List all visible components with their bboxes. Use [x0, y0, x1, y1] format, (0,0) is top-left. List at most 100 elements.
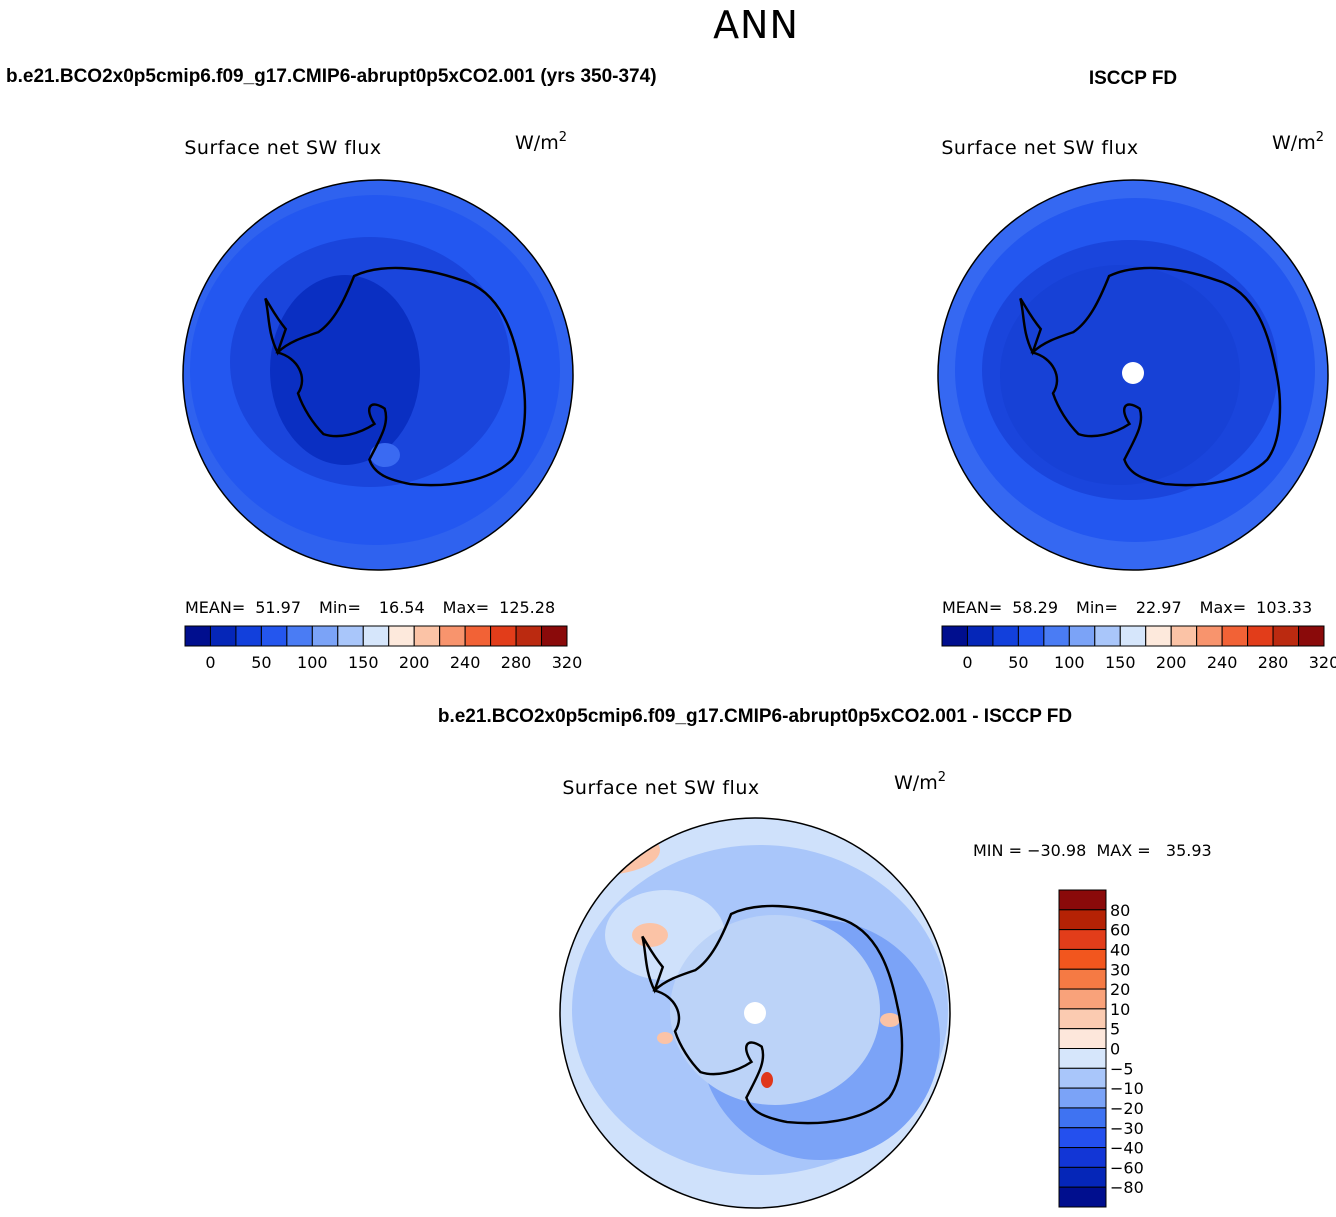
colorbar-swatch: [1094, 625, 1121, 647]
obs-missing-pole: [1122, 362, 1144, 384]
model-min-value: 16.54: [379, 598, 425, 617]
colorbar-tick-label: 240: [1207, 653, 1238, 672]
difference-variable-title: Surface net SW flux: [562, 777, 759, 799]
colorbar-tick-label: −30: [1110, 1119, 1144, 1138]
colorbar-tick-label: 60: [1110, 921, 1130, 940]
model-map: [183, 180, 573, 570]
colorbar-tick-label: 240: [450, 653, 481, 672]
colorbar-tick-label: 280: [1258, 653, 1289, 672]
model-case-title: b.e21.BCO2x0p5cmip6.f09_g17.CMIP6-abrupt…: [6, 66, 657, 87]
colorbar-swatch: [209, 625, 237, 647]
colorbar-tick-label: 20: [1110, 980, 1130, 999]
obs-max-label: Max=: [1200, 598, 1246, 617]
colorbar-tick-label: −10: [1110, 1079, 1144, 1098]
colorbar-swatch: [515, 625, 543, 647]
colorbar-swatch: [1058, 948, 1107, 970]
colorbar-swatch: [1058, 889, 1107, 911]
difference-units-base: W/m: [894, 772, 938, 794]
obs-max-value: 103.33: [1256, 598, 1312, 617]
colorbar-tick-label: 100: [297, 653, 328, 672]
obs-map-boundary: [937, 179, 1329, 571]
colorbar-swatch: [464, 625, 492, 647]
colorbar-tick-label: 150: [348, 653, 379, 672]
colorbar-swatch: [1196, 625, 1223, 647]
colorbar-swatch: [1221, 625, 1249, 647]
colorbar-swatch: [286, 625, 313, 647]
colorbar-tick-label: −20: [1110, 1099, 1144, 1118]
colorbar-swatch: [337, 625, 364, 647]
colorbar-tick-label: −40: [1110, 1139, 1144, 1158]
colorbar-tick-label: 320: [552, 653, 583, 672]
difference-minmax: MIN = −30.98 MAX = 35.93: [973, 841, 1212, 860]
colorbar-swatch: [1068, 625, 1096, 647]
model-variable-title: Surface net SW flux: [184, 137, 381, 159]
colorbar-tick-label: 50: [251, 653, 271, 672]
season-title: ANN: [713, 3, 799, 47]
colorbar-swatch: [1058, 1067, 1107, 1089]
model-max-value: 125.28: [499, 598, 555, 617]
colorbar-swatch: [541, 625, 568, 647]
colorbar-swatch: [1043, 625, 1070, 647]
colorbar-swatch: [1058, 1087, 1107, 1109]
obs-panel: ISCCP FD Surface net SW flux W/m2 MEAN= 5…: [937, 68, 1336, 672]
colorbar-swatch: [1058, 1028, 1107, 1049]
colorbar-tick-label: 80: [1110, 901, 1130, 920]
colorbar-swatch: [1272, 625, 1300, 647]
colorbar-tick-label: 40: [1110, 940, 1130, 959]
colorbar-swatch: [413, 625, 441, 647]
colorbar-tick-label: 0: [205, 653, 215, 672]
model-mean-value: 51.97: [255, 598, 301, 617]
colorbar-swatch: [1058, 1107, 1107, 1129]
obs-mean-value: 58.29: [1012, 598, 1058, 617]
colorbar-swatch: [1017, 625, 1045, 647]
model-units: W/m2: [515, 130, 567, 154]
colorbar-swatch: [184, 625, 211, 647]
difference-map: [560, 818, 950, 1208]
difference-missing-pole: [744, 1002, 766, 1024]
colorbar-tick-label: 320: [1309, 653, 1336, 672]
obs-units-base: W/m: [1272, 132, 1316, 154]
colorbar-tick-label: −60: [1110, 1158, 1144, 1177]
colorbar-swatch: [1058, 1166, 1107, 1188]
colorbar-swatch: [941, 625, 968, 647]
colorbar-tick-label: 5: [1110, 1020, 1120, 1039]
colorbar-tick-label: 50: [1008, 653, 1028, 672]
obs-units: W/m2: [1272, 130, 1324, 154]
colorbar-swatch: [1058, 1008, 1107, 1030]
model-panel: b.e21.BCO2x0p5cmip6.f09_g17.CMIP6-abrupt…: [6, 66, 657, 672]
colorbar-tick-label: 150: [1105, 653, 1136, 672]
colorbar-swatch: [1058, 909, 1107, 931]
colorbar-swatch: [362, 625, 390, 647]
colorbar-tick-label: 200: [399, 653, 430, 672]
colorbar-tick-label: 280: [501, 653, 532, 672]
model-mean-label: MEAN=: [185, 598, 245, 617]
colorbar-tick-label: 100: [1054, 653, 1085, 672]
model-units-exp: 2: [559, 130, 567, 145]
obs-map: [938, 180, 1328, 570]
difference-map-boundary: [559, 817, 951, 1209]
colorbar-swatch: [1058, 988, 1107, 1010]
colorbar-tick-label: 0: [1110, 1040, 1120, 1059]
colorbar-swatch: [966, 625, 994, 647]
model-max-label: Max=: [443, 598, 489, 617]
model-min-label: Min=: [319, 598, 361, 617]
difference-case-title: b.e21.BCO2x0p5cmip6.f09_g17.CMIP6-abrupt…: [438, 706, 1072, 727]
colorbar-swatch: [1058, 1147, 1107, 1168]
difference-panel: b.e21.BCO2x0p5cmip6.f09_g17.CMIP6-abrupt…: [438, 706, 1212, 1209]
colorbar-swatch: [1247, 625, 1274, 647]
colorbar-tick-label: −5: [1110, 1059, 1134, 1078]
colorbar-tick-label: 10: [1110, 1000, 1130, 1019]
obs-min-label: Min=: [1076, 598, 1118, 617]
colorbar-swatch: [311, 625, 339, 647]
obs-variable-title: Surface net SW flux: [941, 137, 1138, 159]
colorbar-tick-label: 0: [962, 653, 972, 672]
difference-units: W/m2: [894, 770, 946, 794]
model-units-base: W/m: [515, 132, 559, 154]
obs-min-value: 22.97: [1136, 598, 1182, 617]
colorbar-swatch: [1058, 929, 1107, 950]
colorbar-swatch: [1058, 968, 1107, 990]
obs-case-title: ISCCP FD: [1089, 68, 1177, 89]
colorbar-swatch: [439, 625, 466, 647]
